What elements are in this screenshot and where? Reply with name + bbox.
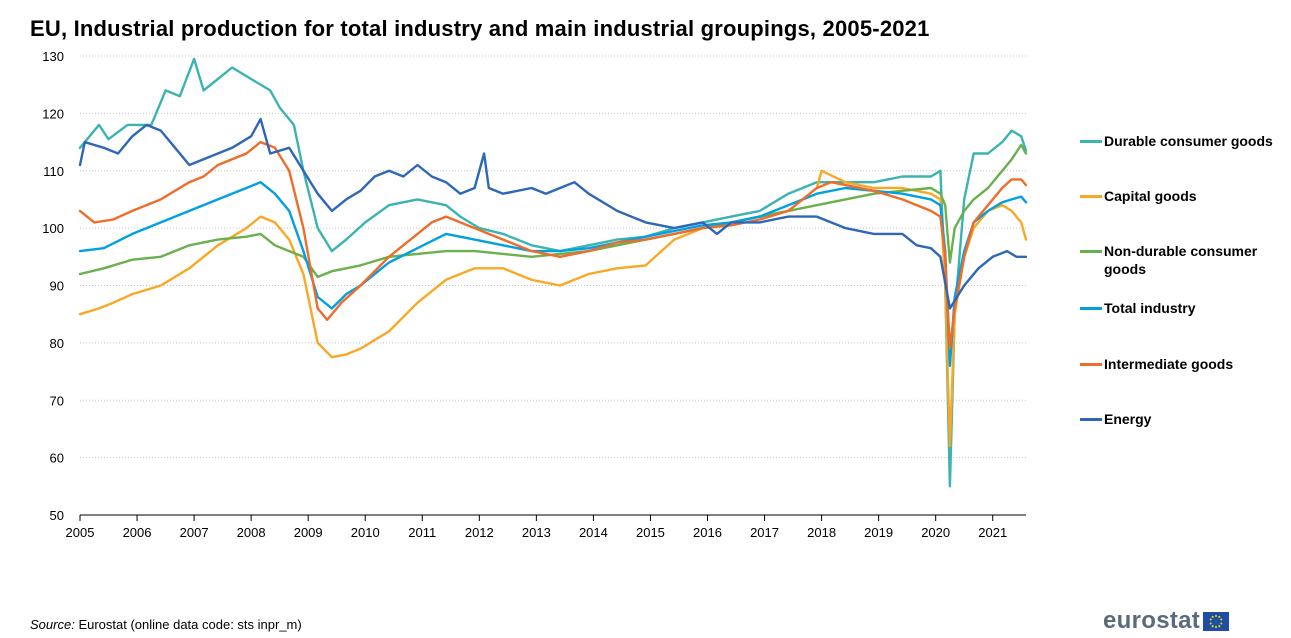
legend-item: Total industry	[1080, 299, 1285, 317]
y-axis: 50 60 70 80 90 100 110 120 130	[42, 49, 64, 523]
legend-label: Intermediate goods	[1104, 356, 1234, 372]
source-text: Eurostat (online data code: sts inpr_m)	[78, 617, 302, 632]
legend-swatch	[1080, 140, 1102, 143]
x-tick-label: 2018	[807, 525, 836, 540]
legend-item: Intermediate goods	[1080, 355, 1285, 373]
series-line-capital-goods	[78, 169, 1028, 448]
x-axis: 2005 2006 2007 2008 2009 2010 2011 2012 2013 2014…	[66, 514, 1026, 540]
legend-item: Energy	[1080, 410, 1285, 428]
y-tick-label: 130	[42, 49, 64, 64]
x-tick-label: 2016	[693, 525, 722, 540]
legend-item: Non-durable consumer goods	[1080, 242, 1285, 278]
legend-label: Energy	[1104, 411, 1152, 427]
y-tick-label: 90	[50, 279, 64, 294]
y-tick-label: 50	[50, 508, 64, 523]
legend-label: Non-durable consumer goods	[1104, 243, 1258, 277]
legend-label: Capital goods	[1104, 188, 1197, 204]
x-tick-label: 2017	[750, 525, 779, 540]
eurostat-logo: eurostat	[1103, 607, 1230, 635]
series-line-intermediate-goods	[78, 140, 1028, 350]
x-tick-label: 2012	[465, 525, 494, 540]
gridlines	[80, 55, 1026, 459]
x-tick-label: 2010	[351, 525, 380, 540]
x-tick-label: 2021	[978, 525, 1007, 540]
x-tick-label: 2013	[522, 525, 551, 540]
logo-text: eurostat	[1103, 607, 1201, 634]
legend-swatch	[1080, 363, 1102, 366]
legend-label: Total industry	[1104, 300, 1196, 316]
series-line-energy	[78, 117, 1028, 310]
legend-swatch	[1080, 195, 1102, 198]
y-tick-label: 120	[42, 106, 64, 121]
y-tick-label: 70	[50, 393, 64, 408]
x-tick-label: 2015	[636, 525, 665, 540]
legend-item: Capital goods	[1080, 187, 1285, 205]
legend-item: Durable consumer goods	[1080, 132, 1285, 150]
legend-swatch	[1080, 307, 1102, 310]
y-tick-label: 80	[50, 336, 64, 351]
eu-flag-icon	[1203, 611, 1230, 631]
legend-swatch	[1080, 418, 1102, 421]
x-tick-label: 2006	[123, 525, 152, 540]
series-line-total-industry	[78, 181, 1028, 367]
x-tick-label: 2005	[66, 525, 95, 540]
y-tick-label: 60	[50, 451, 64, 466]
y-tick-label: 100	[42, 221, 64, 236]
x-tick-label: 2007	[180, 525, 209, 540]
y-tick-label: 110	[43, 164, 64, 179]
series-line-non-durable-consumer-goods	[78, 143, 1028, 279]
x-tick-label: 2011	[408, 525, 436, 540]
legend-swatch	[1080, 250, 1102, 253]
legend-label: Durable consumer goods	[1104, 133, 1273, 149]
x-tick-label: 2009	[294, 525, 323, 540]
source-label: Source:	[30, 617, 75, 632]
source-note: Source: Eurostat (online data code: sts …	[30, 617, 302, 632]
x-tick-label: 2008	[237, 525, 266, 540]
series-lines	[78, 57, 1028, 488]
x-tick-label: 2019	[864, 525, 893, 540]
series-line-durable-consumer-goods	[78, 57, 1028, 488]
chart-title: EU, Industrial production for total indu…	[30, 16, 930, 41]
x-tick-label: 2020	[921, 525, 950, 540]
x-tick-label: 2014	[579, 525, 608, 540]
